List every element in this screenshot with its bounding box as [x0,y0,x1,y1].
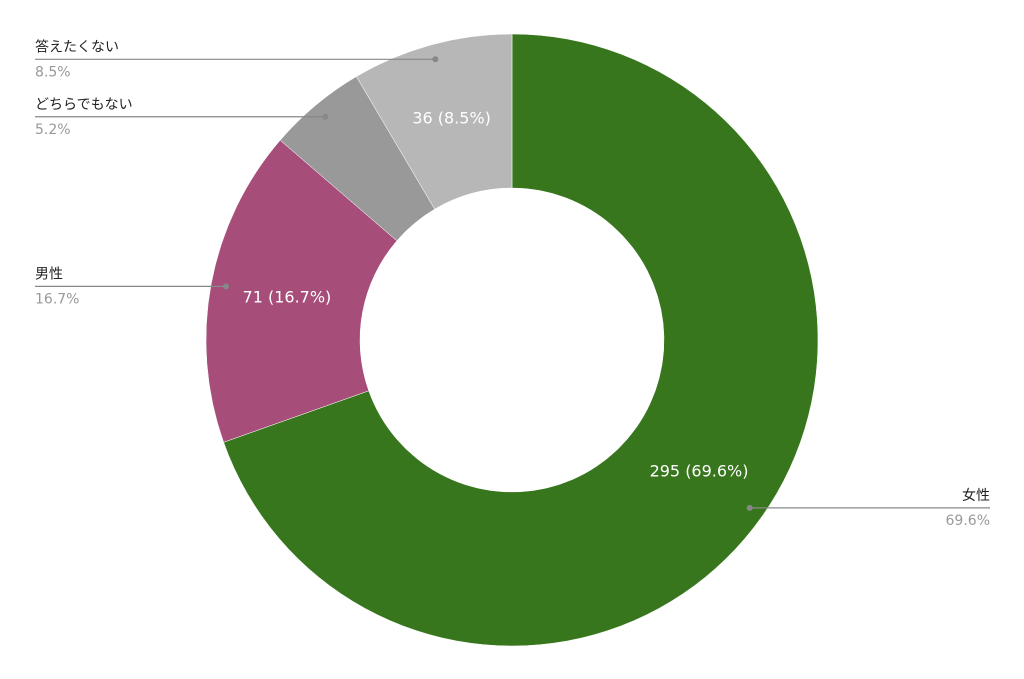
leader-dot [746,504,753,511]
percent-label: 16.7% [35,291,79,307]
category-label: 女性 [962,487,990,504]
category-label: 答えたくない [35,38,119,55]
donut-slice [356,33,513,210]
slice-label: 36 (8.5%) [412,109,491,128]
category-label: 男性 [35,266,63,282]
leader-dot [322,113,329,120]
donut-slice [223,33,819,647]
leader-dot [432,56,439,63]
percent-label: 5.2% [35,122,71,138]
percent-label: 8.5% [35,64,71,80]
donut-slice [205,139,398,443]
category-label: どちらでもない [35,97,133,113]
slice-label: 71 (16.7%) [243,287,332,306]
leader-dot [222,283,229,290]
percent-label: 69.6% [946,513,990,529]
slice-label: 295 (69.6%) [650,462,749,481]
